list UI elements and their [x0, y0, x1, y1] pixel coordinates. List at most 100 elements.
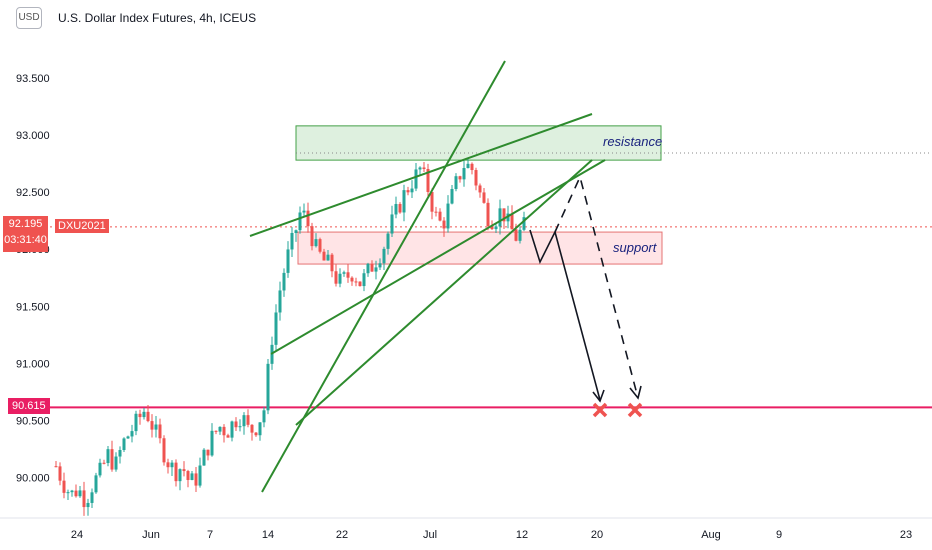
candle-body	[202, 449, 206, 466]
candle-body	[326, 254, 330, 261]
candle-body	[422, 167, 426, 169]
candle-body	[142, 411, 146, 418]
candle-body	[90, 492, 94, 503]
candle-body	[166, 462, 170, 468]
candle-body	[382, 248, 386, 264]
candle-body	[66, 492, 70, 494]
candle-body	[446, 203, 450, 229]
candle-body	[454, 176, 458, 190]
candle-body	[426, 168, 430, 192]
last-price-tag: 92.195 03:31:40	[3, 216, 48, 252]
candle-body	[222, 426, 226, 436]
candle-body	[390, 214, 394, 234]
candle-body	[210, 430, 214, 456]
candle-body	[374, 267, 378, 272]
candle-body	[510, 213, 514, 230]
candle-body	[322, 251, 326, 261]
candle-body	[194, 473, 198, 486]
candle-body	[482, 192, 486, 203]
candle-body	[318, 239, 322, 252]
candle-body	[358, 281, 362, 287]
x-tick-label: 9	[776, 529, 782, 541]
candle-body	[466, 163, 470, 169]
candle-body	[102, 462, 106, 464]
candle-body	[198, 465, 202, 486]
candle-body	[122, 438, 126, 451]
candle-body	[294, 230, 298, 233]
projection-solid	[529, 229, 601, 401]
candle-body	[262, 410, 266, 423]
x-tick-label: 22	[336, 529, 348, 541]
candle-body	[242, 415, 246, 427]
candle-body	[162, 438, 166, 463]
candle-body	[402, 190, 406, 213]
candle-body	[190, 473, 194, 480]
candle-body	[214, 430, 218, 432]
bar-countdown: 03:31:40	[4, 234, 47, 246]
resistance-label: resistance	[603, 134, 662, 149]
candle-body	[494, 226, 498, 230]
candle-body	[130, 431, 134, 437]
candle-body	[470, 163, 474, 171]
candle-body	[502, 208, 506, 222]
candle-body	[226, 435, 230, 438]
symbol-tag: DXU2021	[55, 219, 109, 233]
candle-body	[314, 239, 318, 247]
x-tick-label: Jun	[142, 529, 160, 541]
candle-body	[230, 421, 234, 438]
candle-body	[254, 432, 258, 436]
trend-line	[270, 159, 606, 355]
candle-body	[274, 312, 278, 345]
candle-body	[310, 226, 314, 247]
candle-body	[362, 273, 366, 287]
candle-body	[366, 263, 370, 274]
candle-body	[278, 290, 282, 313]
candle-body	[94, 475, 98, 493]
x-tick-label: 12	[516, 529, 528, 541]
candle-body	[290, 232, 294, 250]
candle-body	[110, 449, 114, 470]
candle-body	[354, 281, 358, 283]
candle-body	[474, 170, 478, 186]
candle-body	[342, 272, 346, 274]
candle-body	[282, 272, 286, 291]
y-tick-label: 92.500	[16, 187, 50, 199]
candle-body	[266, 363, 270, 411]
candle-body	[434, 211, 438, 213]
candle-body	[514, 229, 518, 241]
candle-body	[346, 272, 350, 278]
target-x-mark	[627, 402, 643, 418]
candle-body	[154, 424, 158, 430]
candle-body	[170, 462, 174, 468]
candle-body	[450, 189, 454, 204]
candle-body	[498, 208, 502, 227]
candle-body	[146, 411, 150, 422]
candle-body	[238, 426, 242, 428]
candle-body	[418, 167, 422, 170]
candle-body	[414, 169, 418, 189]
candle-body	[338, 273, 342, 284]
candle-body	[430, 191, 434, 212]
candle-body	[302, 210, 306, 213]
candle-body	[234, 421, 238, 428]
candle-body	[306, 210, 310, 227]
candle-body	[286, 249, 290, 273]
candle-body	[458, 176, 462, 180]
y-tick-label: 90.000	[16, 473, 50, 485]
currency-button[interactable]: USD	[16, 7, 42, 29]
candle-body	[478, 185, 482, 193]
candle-body	[126, 436, 130, 439]
candle-body	[182, 469, 186, 472]
candle-body	[78, 490, 82, 497]
y-tick-label: 91.000	[16, 358, 50, 370]
candle-body	[118, 450, 122, 457]
candle-body	[106, 449, 110, 464]
candle-body	[82, 490, 86, 508]
y-tick-label: 93.500	[16, 73, 50, 85]
candle-body	[174, 462, 178, 482]
candle-body	[158, 424, 162, 439]
x-tick-label: 23	[900, 529, 912, 541]
y-tick-label: 93.000	[16, 130, 50, 142]
candle-body	[410, 188, 414, 193]
